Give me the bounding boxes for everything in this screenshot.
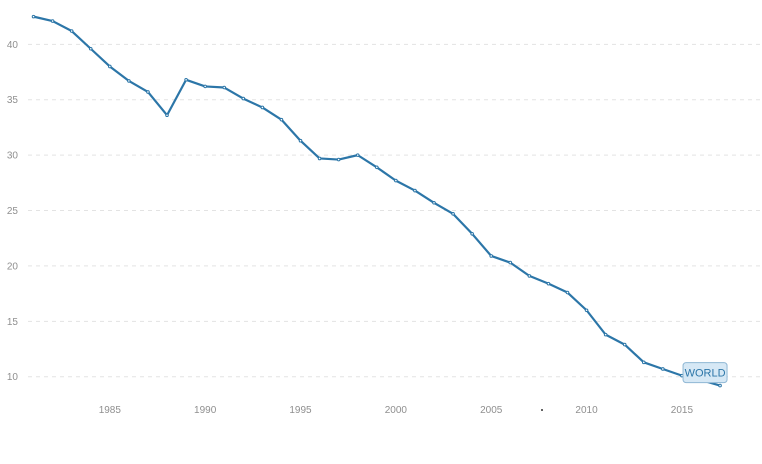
data-point[interactable] [184,77,188,82]
series-world [32,15,722,387]
y-tick-label: 15 [7,317,19,328]
data-point[interactable] [146,90,150,94]
data-point[interactable] [31,14,36,19]
data-point[interactable] [546,281,551,286]
y-axis: 10 15 20 25 30 35 40 [7,40,19,383]
stray-dot [541,409,543,411]
y-tick-label: 35 [7,95,19,106]
data-point[interactable] [279,117,284,122]
data-point[interactable] [222,85,227,90]
data-point[interactable] [508,260,513,265]
data-point[interactable] [203,84,207,89]
data-point[interactable] [50,19,55,23]
series-line-world[interactable] [32,15,722,387]
data-point[interactable] [394,178,398,183]
x-tick-label: 1990 [194,405,217,416]
y-tick-label: 25 [7,206,19,217]
x-tick-label: 2000 [385,405,408,416]
data-point[interactable] [470,232,474,236]
gridlines [28,43,760,378]
y-tick-label: 40 [7,40,19,51]
data-point[interactable] [374,165,379,170]
x-axis: 1985 1990 1995 2000 2005 2010 2015 [99,405,694,416]
series-label-box[interactable] [682,362,728,384]
data-point[interactable] [489,254,494,258]
data-point[interactable] [718,383,722,388]
x-tick-label: 1995 [289,405,312,416]
data-point[interactable] [165,113,169,118]
data-point[interactable] [661,367,665,371]
data-point[interactable] [241,96,246,101]
data-point[interactable] [451,212,455,216]
y-tick-label: 10 [7,372,19,383]
data-point[interactable] [622,342,627,347]
data-point[interactable] [527,274,532,278]
data-point[interactable] [413,188,417,193]
data-point[interactable] [88,46,93,51]
data-point[interactable] [69,29,74,33]
data-point[interactable] [108,64,112,69]
data-point[interactable] [584,308,589,313]
data-point[interactable] [298,138,303,143]
series-label-text[interactable]: WORLD [685,368,726,380]
x-tick-label: 2010 [575,405,598,416]
data-point[interactable] [565,290,570,295]
x-tick-label: 1985 [99,405,122,416]
data-point[interactable] [127,79,131,83]
data-point[interactable] [641,360,646,365]
x-tick-label: 2015 [671,405,694,416]
y-tick-label: 30 [7,151,19,162]
data-points [31,14,722,388]
data-point[interactable] [432,200,436,205]
data-point[interactable] [336,157,341,162]
data-point[interactable] [603,332,608,337]
y-tick-label: 20 [7,261,19,272]
data-point[interactable] [355,153,360,157]
data-point[interactable] [260,105,265,110]
data-point[interactable] [317,156,322,161]
series-label[interactable]: WORLD [682,362,728,384]
x-tick-label: 2005 [480,405,503,416]
